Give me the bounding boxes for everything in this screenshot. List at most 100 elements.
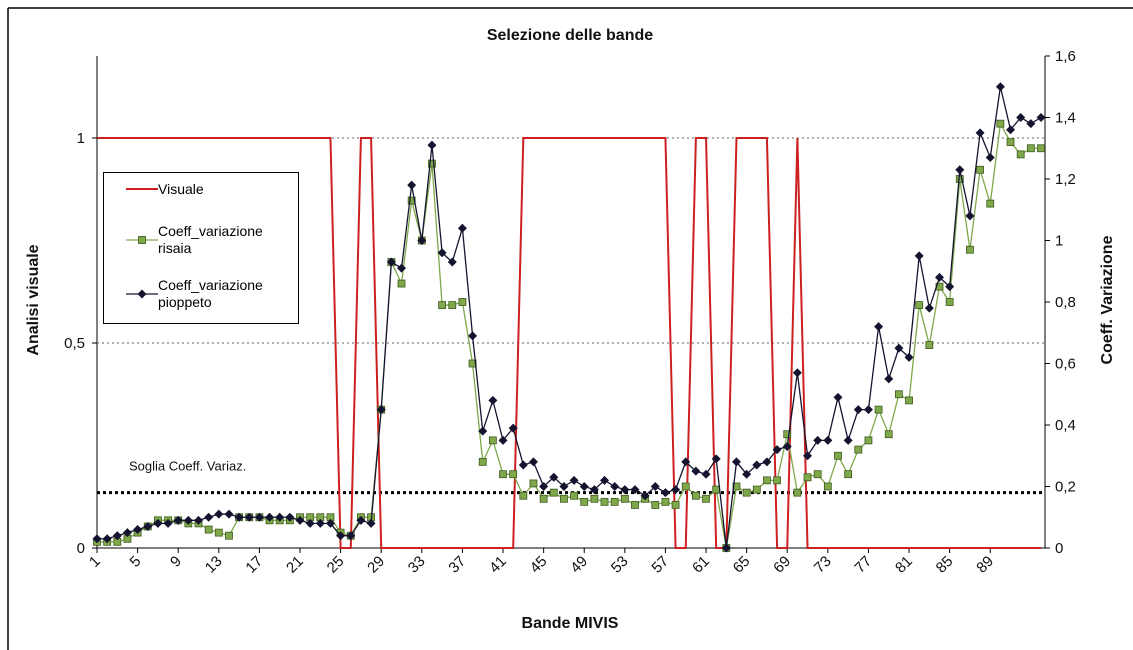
marker: [631, 501, 638, 508]
marker: [621, 495, 628, 502]
marker: [987, 200, 994, 207]
marker: [468, 331, 477, 340]
marker: [672, 501, 679, 508]
marker: [925, 304, 934, 313]
marker: [570, 476, 579, 485]
marker: [834, 452, 841, 459]
marker: [702, 470, 711, 479]
marker: [965, 211, 974, 220]
marker: [520, 492, 527, 499]
marker: [865, 437, 872, 444]
marker: [692, 492, 699, 499]
marker: [550, 489, 557, 496]
marker: [459, 299, 466, 306]
marker: [519, 460, 528, 469]
marker: [823, 436, 832, 445]
x-tick-label: 45: [527, 553, 551, 577]
x-tick-label: 29: [364, 553, 388, 577]
marker: [398, 280, 405, 287]
x-tick-label: 25: [324, 553, 348, 577]
marker: [591, 495, 598, 502]
marker: [671, 485, 680, 494]
y2-tick-label: 1,2: [1055, 171, 1076, 188]
legend-label: Coeff_variazione pioppeto: [158, 277, 286, 311]
marker: [397, 264, 406, 273]
marker: [449, 302, 456, 309]
marker: [895, 391, 902, 398]
marker: [966, 246, 973, 253]
marker: [439, 302, 446, 309]
chart-container: Selezione delle bande Bande MIVIS Analis…: [0, 0, 1133, 650]
x-tick-label: 69: [770, 553, 794, 577]
marker: [874, 322, 883, 331]
marker: [1007, 139, 1014, 146]
y-tick-label: 0: [77, 540, 85, 557]
marker: [906, 397, 913, 404]
marker: [885, 431, 892, 438]
marker: [864, 405, 873, 414]
x-tick-label: 49: [567, 553, 591, 577]
legend-marker: [139, 237, 146, 244]
marker: [510, 471, 517, 478]
x-tick-label: 21: [283, 553, 307, 577]
y-tick-label: 1: [77, 130, 85, 147]
marker: [854, 405, 863, 414]
x-tick-label: 33: [405, 553, 429, 577]
marker: [926, 342, 933, 349]
y2-tick-label: 1: [1055, 233, 1063, 250]
x-tick-label: 9: [167, 553, 185, 571]
marker: [204, 513, 213, 522]
y2-tick-label: 0,8: [1055, 294, 1076, 311]
marker: [652, 501, 659, 508]
marker: [1038, 145, 1045, 152]
x-tick-label: 53: [608, 553, 632, 577]
marker: [427, 141, 436, 150]
marker: [855, 446, 862, 453]
legend-label: Coeff_variazione risaia: [158, 223, 286, 257]
marker: [915, 251, 924, 260]
marker: [875, 406, 882, 413]
chart-title: Selezione delle bande: [487, 27, 653, 44]
x-tick-label: 37: [445, 553, 469, 577]
marker: [214, 510, 223, 519]
marker: [662, 498, 669, 505]
marker: [793, 368, 802, 377]
marker: [946, 299, 953, 306]
marker: [479, 458, 486, 465]
x-tick-label: 1: [86, 553, 104, 571]
x-tick-label: 89: [973, 553, 997, 577]
y-axis-title: Analisi visuale: [25, 244, 42, 355]
marker: [581, 498, 588, 505]
marker: [774, 477, 781, 484]
legend-entry: Coeff_variazione risaia: [108, 223, 286, 257]
y2-tick-label: 0,2: [1055, 479, 1076, 496]
marker: [610, 482, 619, 491]
marker: [1037, 113, 1046, 122]
x-tick-label: 41: [486, 553, 510, 577]
marker: [529, 457, 538, 466]
marker: [215, 529, 222, 536]
legend-marker: [138, 290, 147, 299]
marker: [224, 510, 233, 519]
y-tick-label: 0,5: [64, 335, 85, 352]
legend-swatch: [108, 179, 158, 199]
y2-tick-label: 0,4: [1055, 417, 1076, 434]
marker: [661, 488, 670, 497]
marker: [489, 437, 496, 444]
x-tick-label: 73: [811, 553, 835, 577]
marker: [884, 374, 893, 383]
marker: [844, 436, 853, 445]
legend-swatch: [108, 230, 158, 250]
x-tick-label: 17: [242, 553, 266, 577]
marker: [794, 489, 801, 496]
marker: [1026, 119, 1035, 128]
marker: [682, 483, 689, 490]
x-tick-label: 13: [202, 553, 226, 577]
marker: [814, 471, 821, 478]
x-tick-label: 77: [851, 553, 875, 577]
legend-swatch: [108, 284, 158, 304]
x-tick-label: 65: [730, 553, 754, 577]
legend-entry: Visuale: [108, 179, 286, 199]
marker: [407, 181, 416, 190]
marker: [763, 477, 770, 484]
